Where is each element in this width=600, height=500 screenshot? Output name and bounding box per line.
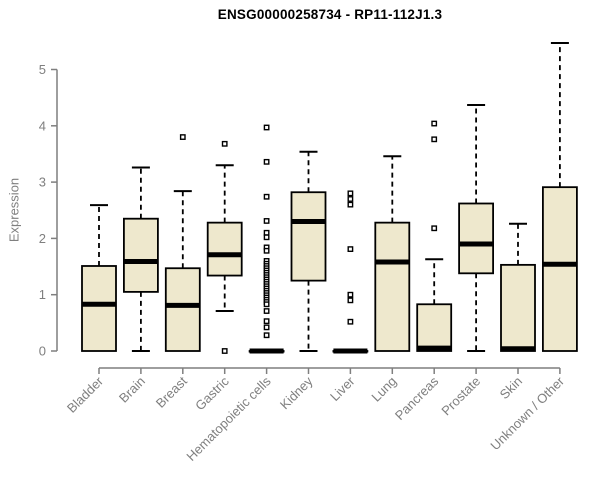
outlier-point — [431, 120, 438, 127]
outlier-point — [221, 140, 228, 147]
outlier-point — [263, 229, 270, 236]
iqr-box — [164, 267, 201, 352]
x-category-label-bladder: Bladder — [64, 373, 107, 416]
boxplot-bladder — [81, 204, 117, 352]
outlier-point — [347, 201, 354, 208]
iqr-box — [542, 186, 578, 352]
outlier-point — [347, 196, 354, 202]
x-category-label-liver: Liver — [327, 373, 358, 404]
outlier-point — [263, 301, 270, 308]
iqr-box — [206, 221, 243, 277]
boxplot-unknown-other — [542, 42, 578, 352]
boxplot-kidney — [290, 150, 327, 352]
x-category-label-kidney: Kidney — [277, 373, 316, 412]
outlier-point — [263, 308, 270, 314]
chart-title: ENSG00000258734 - RP11-112J1.3 — [217, 7, 443, 22]
x-category-label-gastric: Gastric — [192, 373, 232, 413]
outlier-point — [263, 124, 270, 131]
y-tick-label: 1 — [39, 287, 46, 302]
iqr-box — [81, 265, 117, 352]
y-tick-label: 5 — [39, 62, 46, 77]
outlier-point — [179, 134, 186, 140]
x-category-label-lung: Lung — [368, 374, 399, 405]
boxplot-prostate — [458, 103, 495, 352]
iqr-box — [374, 221, 411, 352]
outlier-point — [347, 246, 354, 252]
outlier-point — [263, 318, 270, 325]
y-axis: 0 1 2 3 4 5 — [39, 62, 58, 359]
boxplot-breast — [164, 134, 201, 352]
iqr-box — [123, 217, 159, 293]
outlier-point — [263, 332, 270, 339]
iqr-box — [416, 303, 453, 352]
outlier-point — [263, 324, 270, 331]
x-category-label-brain: Brain — [116, 374, 148, 406]
outlier-point — [263, 158, 270, 165]
boxplot-hematopoietic-cells — [248, 124, 285, 354]
boxplot-lung — [374, 155, 411, 352]
outlier-point — [431, 136, 438, 143]
outlier-point — [347, 190, 354, 197]
x-category-label-unknown-other: Unknown / Other — [487, 373, 567, 453]
y-tick-label: 2 — [39, 231, 46, 246]
x-category-label-pancreas: Pancreas — [392, 373, 442, 423]
outlier-point — [263, 218, 270, 224]
outlier-point — [263, 247, 270, 254]
outlier-point — [263, 193, 270, 200]
boxplot-pancreas — [416, 120, 453, 352]
iqr-box — [458, 202, 495, 275]
outlier-point — [347, 291, 354, 298]
x-category-label-skin: Skin — [497, 374, 525, 402]
outlier-point — [431, 225, 438, 232]
boxplot-brain — [123, 166, 159, 352]
outlier-point — [347, 318, 354, 325]
outlier-point — [221, 348, 228, 354]
y-tick-label: 0 — [39, 344, 46, 359]
boxplot-gastric — [206, 140, 243, 354]
y-tick-label: 3 — [39, 175, 46, 190]
boxplot-liver — [332, 190, 369, 354]
outlier-point — [263, 234, 270, 241]
x-category-label-breast: Breast — [153, 373, 190, 410]
boxplot-skin — [500, 222, 536, 352]
iqr-box — [500, 263, 536, 352]
y-tick-label: 4 — [39, 118, 46, 133]
outlier-point — [347, 297, 354, 304]
x-category-label-prostate: Prostate — [438, 374, 483, 419]
iqr-box — [290, 191, 327, 282]
